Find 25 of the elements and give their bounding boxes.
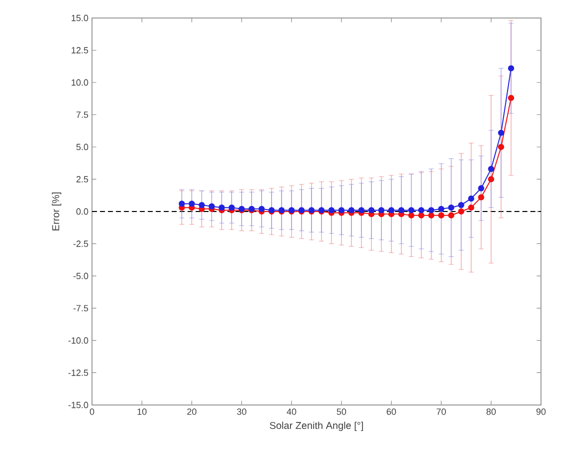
- x-tick-label: 90: [536, 408, 546, 415]
- x-axis-title: Solar Zenith Angle [°]: [270, 422, 363, 431]
- x-tick-label: 60: [386, 408, 396, 415]
- y-axis-title: Error [%]: [52, 192, 62, 230]
- y-tick-label: -7.5: [73, 305, 88, 312]
- x-tick-label: 0: [90, 408, 94, 415]
- x-tick-label: 20: [187, 408, 196, 415]
- y-tick-label: 2.5: [76, 176, 88, 182]
- x-tick-label: 80: [486, 408, 496, 415]
- y-tick-label: 10.0: [72, 79, 88, 86]
- x-tick-label: 40: [286, 408, 296, 415]
- y-tick-label: 15.0: [72, 14, 88, 22]
- x-tick-label: 10: [138, 408, 147, 415]
- y-tick-label: -5.0: [73, 272, 88, 280]
- y-tick-label: -12.5: [68, 370, 88, 376]
- y-tick-label: 0.0: [76, 208, 88, 215]
- x-tick-label: 30: [237, 408, 246, 415]
- x-tick-label: 50: [336, 408, 346, 415]
- y-tick-label: 12.5: [72, 47, 88, 54]
- y-tick-label: -2.5: [73, 240, 88, 247]
- y-tick-label: -15.0: [68, 402, 88, 408]
- y-tick-label: 5.0: [76, 144, 88, 150]
- x-tick-label: 70: [436, 408, 446, 415]
- y-tick-label: 7.5: [76, 112, 88, 118]
- y-tick-label: -10.0: [68, 337, 88, 344]
